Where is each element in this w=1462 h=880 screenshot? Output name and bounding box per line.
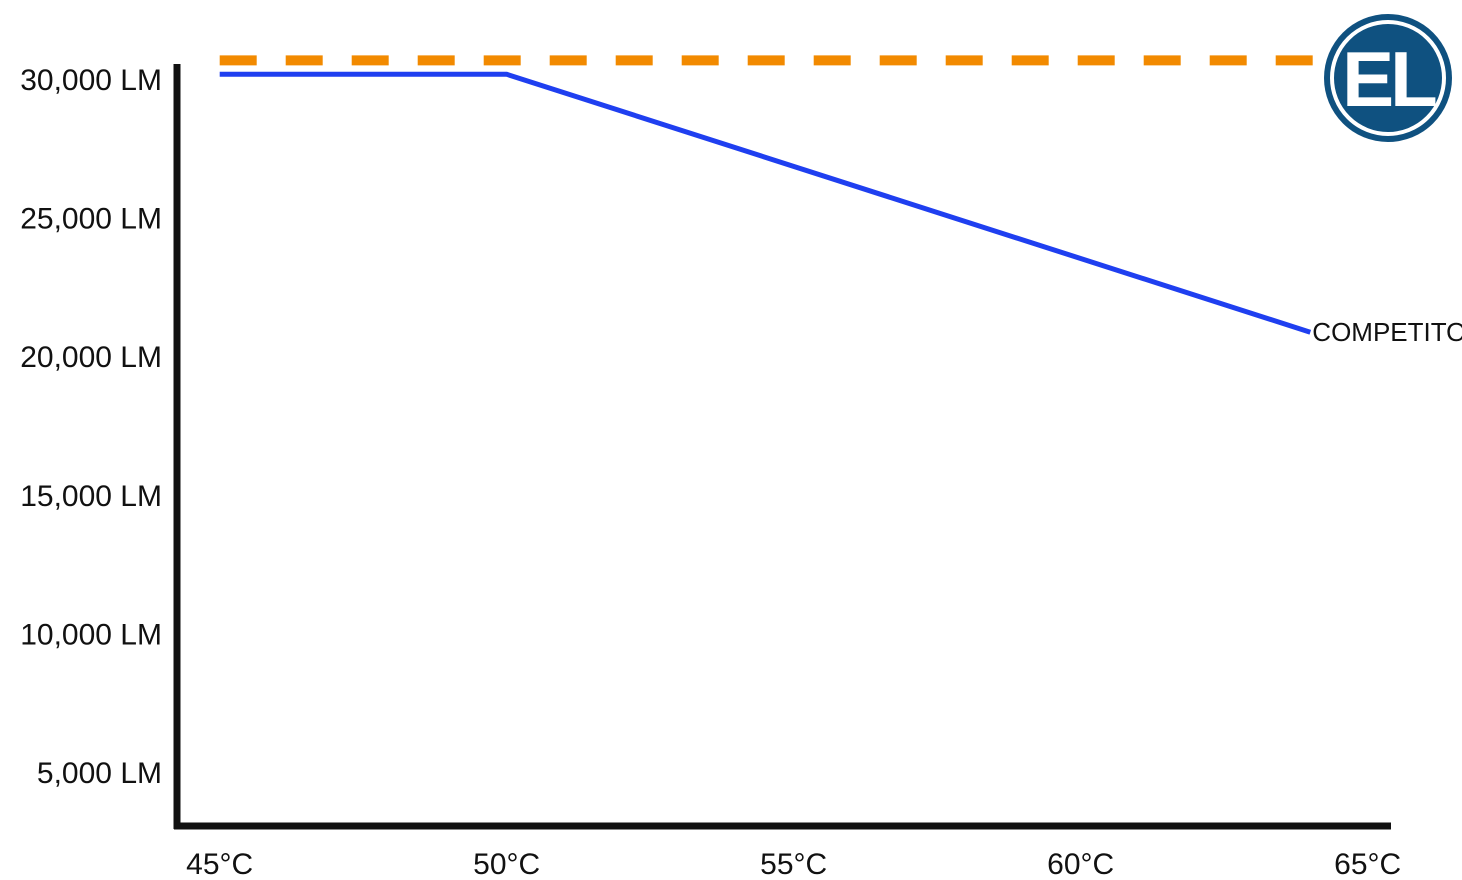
series-label: COMPETITORS: [1312, 317, 1462, 347]
logo-outer-ring: [1324, 14, 1452, 142]
x-tick-label: 50°C: [473, 848, 540, 880]
logo-text: EL: [1342, 35, 1436, 123]
x-tick-label: 45°C: [186, 848, 253, 880]
x-axis-ticks: 45°C 50°C 55°C 60°C 65°C: [186, 848, 1401, 880]
y-tick-label: 30,000 LM: [20, 64, 162, 97]
x-tick-label: 65°C: [1334, 848, 1401, 880]
y-tick-label: 5,000 LM: [37, 757, 162, 790]
x-tick-label: 55°C: [760, 848, 827, 880]
competitors-line: [219, 71, 1312, 335]
y-tick-label: 25,000 LM: [20, 203, 162, 236]
y-tick-label: 20,000 LM: [20, 341, 162, 374]
el-logo: EL: [1324, 14, 1452, 142]
series-layer: COMPETITORS: [219, 55, 1462, 347]
logo-inner-ring: [1330, 20, 1446, 136]
y-tick-label: 15,000 LM: [20, 480, 162, 513]
y-axis-ticks: 5,000 LM 10,000 LM 15,000 LM 20,000 LM 25,00…: [20, 64, 162, 790]
x-tick-label: 60°C: [1047, 848, 1114, 880]
y-tick-label: 10,000 LM: [20, 619, 162, 652]
